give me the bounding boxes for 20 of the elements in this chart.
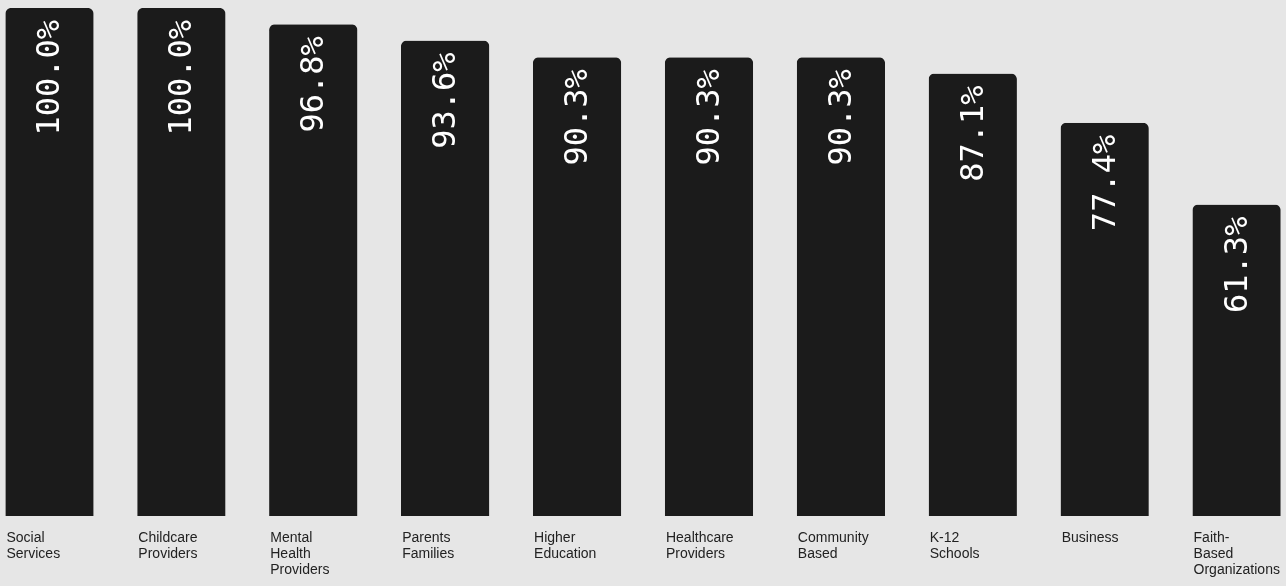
- data-label: 90.3%: [688, 69, 727, 166]
- x-tick-label: Faith-Based Organizations: [1193, 528, 1280, 577]
- x-tick-label: Childcare Providers: [138, 528, 198, 561]
- data-label: 87.1%: [952, 85, 991, 182]
- x-tick-label: Parents Families: [402, 528, 455, 561]
- data-label: 77.4%: [1084, 134, 1123, 232]
- data-label: 96.8%: [293, 36, 332, 133]
- x-tick-label: Community Based: [797, 528, 869, 561]
- x-tick-label: Healthcare Providers: [665, 528, 734, 561]
- x-tick-label: Business: [1061, 528, 1119, 545]
- data-label: 90.3%: [820, 69, 859, 166]
- data-label: 93.6%: [425, 52, 464, 149]
- x-tick-label: Higher Education: [534, 528, 597, 561]
- data-label: 100.0%: [29, 20, 68, 136]
- data-label: 100.0%: [161, 20, 200, 136]
- x-tick-label: K-12 Schools: [929, 528, 980, 561]
- x-tick-label: Social Services: [6, 528, 61, 561]
- data-label: 90.3%: [557, 69, 596, 166]
- data-label: 61.3%: [1216, 216, 1255, 313]
- x-tick-label: Mental Health Providers: [270, 528, 330, 577]
